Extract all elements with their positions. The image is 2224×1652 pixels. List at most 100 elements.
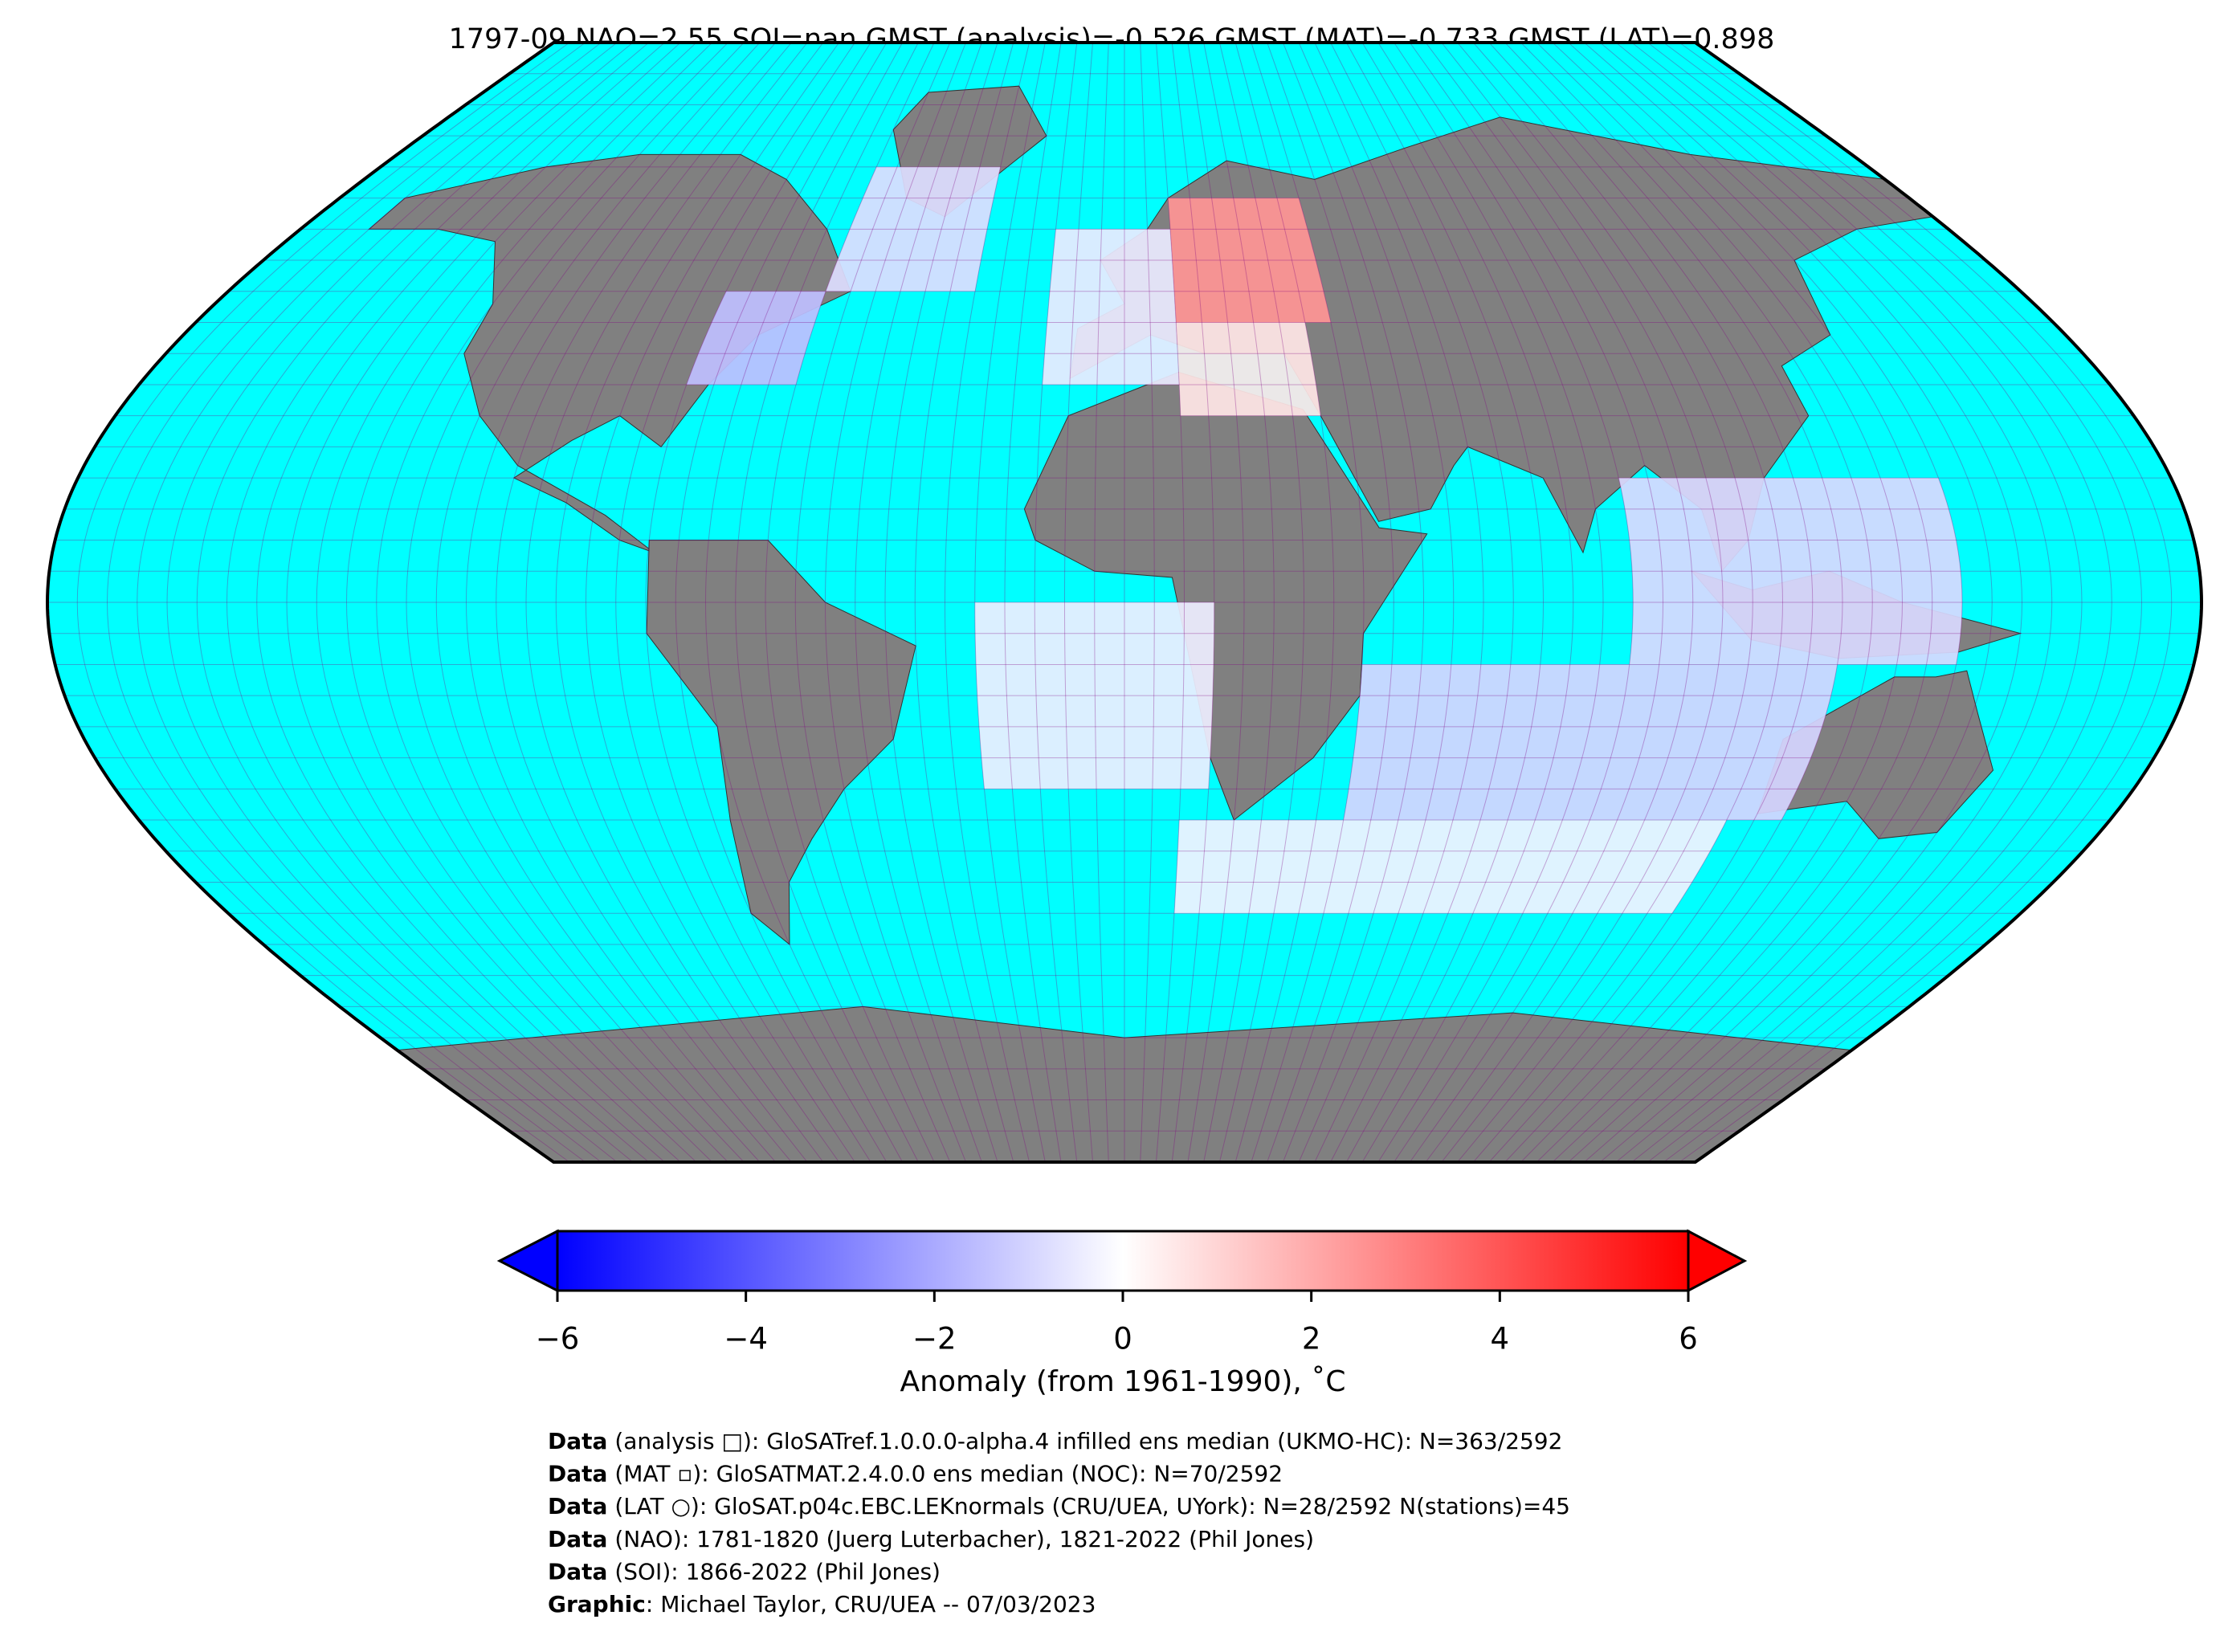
- graticule: [226, 43, 650, 1162]
- graticule: [196, 43, 634, 1162]
- anomaly-cell: [1343, 664, 1838, 821]
- graticule: [76, 43, 570, 1162]
- graticule: [1298, 43, 1455, 1162]
- graticule: [1409, 43, 1664, 1162]
- graticule: [735, 43, 919, 1162]
- graticule: [1203, 43, 1275, 1162]
- graticule: [1004, 43, 1062, 1162]
- colorbar: [556, 1230, 1690, 1292]
- graticule: [1094, 43, 1109, 1162]
- graticule: [1520, 43, 1873, 1162]
- graticule: [1187, 43, 1245, 1162]
- graticule: [555, 43, 824, 1162]
- graticule: [1330, 43, 1514, 1162]
- graticule: [585, 43, 840, 1162]
- graticule: [1679, 43, 2173, 1162]
- graticule: [137, 43, 602, 1162]
- colorbar-tick-label: 2: [1302, 1322, 1321, 1356]
- graticule: [1488, 43, 1814, 1162]
- graticule: [1267, 43, 1394, 1162]
- footer-line: Data (analysis □): GloSATref.1.0.0.0-alp…: [548, 1428, 1562, 1454]
- graticule: [1647, 43, 2112, 1162]
- colorbar-tick-label: 0: [1113, 1322, 1132, 1356]
- footer-bold: Data: [548, 1461, 607, 1487]
- graticule: [824, 43, 967, 1162]
- anomaly-cell: [1174, 820, 1727, 914]
- graticule: [286, 43, 681, 1162]
- graticule: [914, 43, 1014, 1162]
- graticule: [435, 43, 761, 1162]
- graticule: [1218, 43, 1305, 1162]
- footer-bold: Graphic: [548, 1591, 646, 1617]
- footer-line: Data (LAT ○): GloSAT.p04c.EBC.LEKnormals…: [548, 1493, 1570, 1519]
- anomaly-cell: [1042, 229, 1180, 385]
- footer: Data (analysis □): GloSATref.1.0.0.0-alp…: [548, 1428, 1570, 1617]
- land: [1757, 670, 1994, 839]
- footer-line: Data (MAT ▫): GloSATMAT.2.4.0.0 ens medi…: [548, 1461, 1283, 1487]
- graticule: [1234, 43, 1335, 1162]
- colorbar-tick-label: 6: [1679, 1322, 1698, 1356]
- graticule: [1536, 43, 1904, 1162]
- graticule: [1504, 43, 1843, 1162]
- footer-text: (MAT ▫): GloSATMAT.2.4.0.0 ens median (N…: [607, 1461, 1283, 1487]
- graticule: [1472, 43, 1784, 1162]
- graticule: [1377, 43, 1604, 1162]
- footer-line: Graphic: Michael Taylor, CRU/UEA -- 07/0…: [548, 1591, 1096, 1617]
- graticule: [106, 43, 586, 1162]
- graticule: [345, 43, 713, 1162]
- colorbar-min-arrow: [496, 1229, 559, 1293]
- graticule: [704, 43, 904, 1162]
- colorbar-label: Anomaly (from 1961-1990), ˚C: [900, 1365, 1346, 1398]
- graticule: [1345, 43, 1545, 1162]
- graticule: [645, 43, 871, 1162]
- graticule: [1282, 43, 1425, 1162]
- land: [396, 1005, 1853, 1162]
- graticule: [1034, 43, 1078, 1162]
- graticule: [1568, 43, 1963, 1162]
- graticule: [1457, 43, 1753, 1162]
- graticule: [1584, 43, 1993, 1162]
- footer-text: (analysis □): GloSATref.1.0.0.0-alpha.4 …: [607, 1428, 1562, 1454]
- graticule: [1314, 43, 1484, 1162]
- graticule: [944, 43, 1030, 1162]
- colorbar-tick-label: −2: [912, 1322, 957, 1356]
- graticule: [525, 43, 808, 1162]
- graticule: [884, 43, 998, 1162]
- graticule: [855, 43, 982, 1162]
- graticule: [1552, 43, 1933, 1162]
- footer-text: (LAT ○): GloSAT.p04c.EBC.LEKnormals (CRU…: [607, 1493, 1570, 1519]
- graticule: [765, 43, 935, 1162]
- colorbar-tick-label: 4: [1491, 1322, 1510, 1356]
- colorbar-tick-label: −4: [724, 1322, 768, 1356]
- anomaly-cell: [974, 602, 1214, 789]
- anomaly-cell: [1176, 322, 1321, 416]
- graticule: [316, 43, 697, 1162]
- graticule: [974, 43, 1046, 1162]
- graticule: [1599, 43, 2023, 1162]
- footer-text: (NAO): 1781-1820 (Juerg Luterbacher), 18…: [607, 1526, 1314, 1552]
- anomaly-cell: [1168, 198, 1331, 323]
- map-outline: [45, 41, 2204, 1164]
- colorbar-max-arrow: [1687, 1229, 1748, 1293]
- graticule: [615, 43, 855, 1162]
- footer-text: : Michael Taylor, CRU/UEA -- 07/03/2023: [646, 1591, 1096, 1617]
- footer-bold: Data: [548, 1558, 607, 1585]
- colorbar-tick-label: −6: [536, 1322, 580, 1356]
- graticule: [166, 43, 618, 1162]
- graticule: [1063, 43, 1094, 1162]
- anomaly-cell: [686, 291, 826, 385]
- graticule: [1441, 43, 1724, 1162]
- graticule: [675, 43, 888, 1162]
- footer-line: Data (NAO): 1781-1820 (Juerg Luterbacher…: [548, 1526, 1314, 1552]
- graticule: [1361, 43, 1574, 1162]
- anomaly-cell: [1618, 478, 1962, 665]
- graticule: [1615, 43, 2053, 1162]
- graticule: [496, 43, 792, 1162]
- graticule: [1155, 43, 1185, 1162]
- footer-text: (SOI): 1866-2022 (Phil Jones): [607, 1558, 941, 1585]
- land: [368, 153, 851, 553]
- colorbar: −6 −4 −2 0 2 4 6 Anomaly (from 1961-1990), ˚C: [496, 1229, 1748, 1398]
- graticule: [1631, 43, 2083, 1162]
- land: [646, 540, 916, 945]
